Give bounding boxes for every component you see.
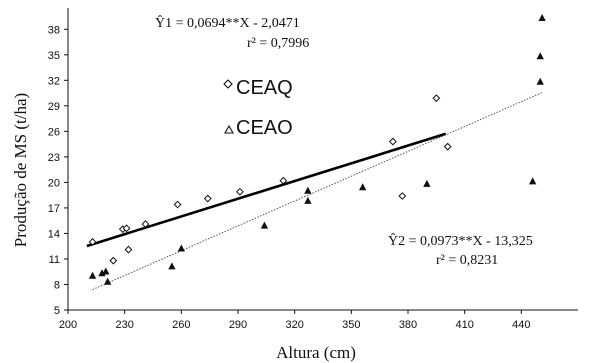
data-point-ceao [260,221,269,229]
x-axis-label: Altura (cm) [276,343,356,362]
legend-ceao-triangle-icon [224,124,234,134]
data-points [88,13,546,285]
data-point-ceao [177,244,185,252]
y-tick-label: 38 [48,24,60,36]
data-point-ceaq [141,220,150,228]
data-point-ceao [304,186,312,194]
data-point-ceao [529,177,537,185]
x-tick-label: 350 [342,319,360,331]
y-tick-label: 8 [54,279,60,291]
data-point-ceaq [122,224,131,233]
data-point-ceao [536,52,544,60]
y-axis-label: Produção de MS (t/ha) [11,93,30,247]
fit-1-equation: Ŷ1 = 0,0694**X - 2,0471 [155,14,300,31]
data-point-ceaq [173,200,182,209]
data-point-ceaq [432,94,441,103]
data-point-ceaq [443,142,452,151]
y-tick-label: 35 [48,50,60,62]
x-tick-label: 290 [229,319,247,331]
x-tick-label: 410 [455,319,473,331]
x-tick-label: 230 [115,319,133,331]
x-tick-label: 380 [399,319,417,331]
tick-labels: 5 8 11 14 17 20 23 26 29 32 35 38 200 230 260 290 320 350… [48,24,531,331]
data-point-ceaq [109,256,118,265]
data-point-ceao [536,77,544,85]
data-point-ceao [102,267,110,275]
fit-1-r2: r² = 0,7996 [247,36,309,51]
data-point-ceaq [235,187,244,196]
y-tick-label: 32 [48,75,60,87]
x-tick-label: 440 [512,319,530,331]
y-tick-label: 11 [49,254,60,266]
legend: CEAQ CEAO [223,77,293,139]
y-tick-label: 23 [48,152,60,164]
data-point-ceao [359,183,367,191]
trend-lines [86,92,543,291]
data-point-ceao [423,179,431,187]
data-point-ceaq [388,137,397,146]
y-tick-label: 26 [48,126,60,138]
data-point-ceao [88,271,97,279]
legend-ceaq-diamond-icon [223,79,233,89]
x-tick-label: 320 [285,319,303,331]
data-point-ceao [104,277,112,285]
data-point-ceaq [398,192,407,200]
y-tick-label: 20 [48,177,60,189]
legend-ceao-label: CEAO [236,117,293,139]
legend-ceaq-label: CEAQ [236,77,293,99]
y-tick-label: 5 [54,305,60,317]
x-tick-label: 260 [172,319,190,331]
data-point-ceaq [124,245,133,254]
data-point-ceaq [279,176,288,185]
data-point-ceao [538,13,546,22]
trend-line-ceao [92,92,543,291]
fit-2-equation: Ŷ2 = 0,0973**X - 13,325 [388,232,533,249]
data-point-ceaq [88,238,97,246]
data-point-ceao [168,262,176,270]
y-tick-label: 29 [48,101,60,113]
y-tick-label: 14 [48,228,60,240]
data-point-ceao [304,196,312,204]
trend-line-ceaq [86,132,447,248]
axes [64,8,578,314]
fit-2-r2: r² = 0,8231 [436,253,498,268]
x-tick-label: 200 [59,319,77,331]
data-point-ceaq [203,194,212,203]
y-tick-label: 17 [48,203,60,215]
